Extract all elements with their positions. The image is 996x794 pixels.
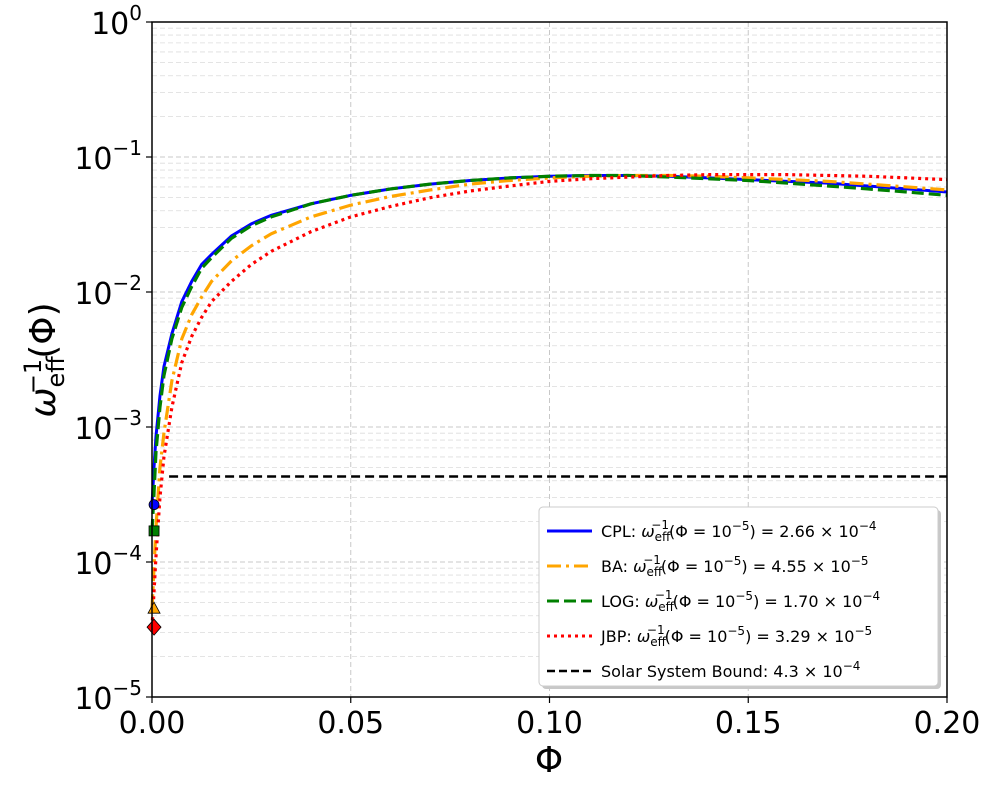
- marker-cpl: [148, 499, 160, 511]
- marker-group: [146, 499, 162, 636]
- series-line-jbp: [150, 173, 948, 628]
- y-axis-ticks: 10−5 10−4 10−3 10−2 10−1 100: [74, 1, 152, 717]
- x-tick-label: 0.00: [119, 706, 186, 741]
- marker-log: [148, 525, 160, 537]
- y-tick-label: 10−3: [74, 406, 142, 447]
- legend-entry-cpl: CPL: ωeff−1(Φ = 10−5) = 2.66 × 10−4: [601, 518, 877, 544]
- x-axis-ticks: 0.00 0.05 0.10 0.15 0.20: [119, 697, 981, 741]
- x-tick-label: 0.15: [715, 706, 782, 741]
- series-group: [150, 173, 948, 628]
- legend-entry-log: LOG: ωeff−1(Φ = 10−5) = 1.70 × 10−4: [601, 588, 880, 614]
- legend-entry-jbp: JBP: ωeff−1(Φ = 10−5) = 3.29 × 10−5: [600, 623, 872, 649]
- marker-jbp: [146, 618, 162, 636]
- y-tick-label: 10−4: [74, 541, 142, 582]
- marker-ba: [147, 601, 161, 614]
- x-tick-label: 0.20: [914, 706, 981, 741]
- x-axis-label: Φ: [535, 740, 563, 781]
- legend-box: [538, 506, 939, 687]
- y-tick-label: 100: [91, 1, 142, 42]
- x-tick-label: 0.05: [317, 706, 384, 741]
- legend-entry-ba: BA: ωeff−1(Φ = 10−5) = 4.55 × 10−5: [601, 553, 868, 579]
- y-axis-label-arg: (Φ): [23, 302, 64, 358]
- svg-text:ωeff−1(Φ): ωeff−1(Φ): [19, 302, 70, 417]
- y-axis-label: ωeff−1(Φ): [19, 302, 70, 417]
- series-line-ba: [150, 173, 948, 609]
- y-axis-label-omega: ω: [23, 387, 64, 417]
- x-tick-label: 0.10: [516, 706, 583, 741]
- legend-entry-solar-system-bound: Solar System Bound: 4.3 × 10−4: [601, 659, 860, 681]
- y-axis-label-sub: eff: [42, 356, 70, 388]
- y-tick-label: 10−1: [74, 136, 142, 177]
- legend: CPL: ωeff−1(Φ = 10−5) = 2.66 × 10−4 BA: ω…: [538, 506, 941, 689]
- y-tick-label: 10−5: [74, 676, 142, 717]
- y-tick-label: 10−2: [74, 271, 142, 312]
- series-line-log: [150, 173, 948, 531]
- y-axis-label-sup: −1: [19, 359, 47, 394]
